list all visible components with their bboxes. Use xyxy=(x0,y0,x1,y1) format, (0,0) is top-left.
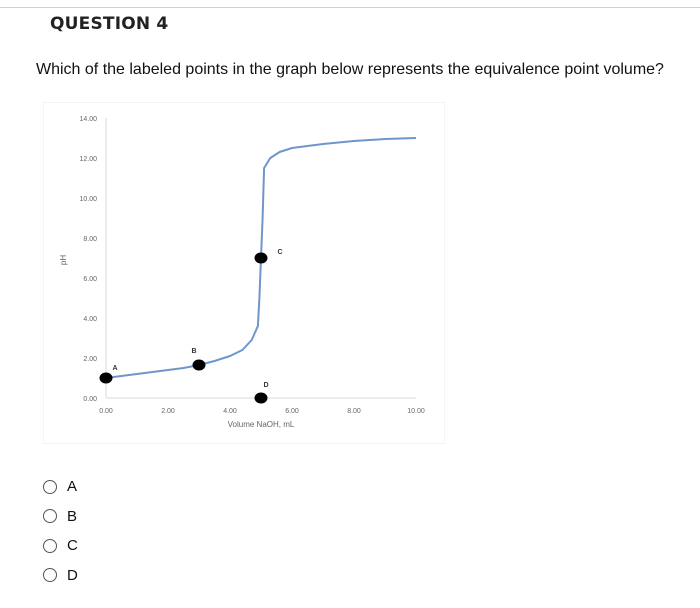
titration-curve xyxy=(105,137,417,379)
option-a[interactable]: A xyxy=(43,472,78,502)
y-tick-label: 10.00 xyxy=(79,196,97,203)
y-tick-label: 6.00 xyxy=(83,276,97,283)
point-d-label: D xyxy=(263,382,268,389)
point-b-label: B xyxy=(191,348,196,355)
x-tick-label: 2.00 xyxy=(161,408,175,415)
radio-button-d[interactable] xyxy=(43,568,57,583)
top-divider xyxy=(0,7,700,8)
point-c-label: C xyxy=(277,249,282,256)
point-d-marker xyxy=(254,392,268,404)
y-tick-label: 2.00 xyxy=(83,356,97,363)
radio-button-c[interactable] xyxy=(43,538,57,553)
option-b[interactable]: B xyxy=(43,502,78,532)
radio-button-a[interactable] xyxy=(43,479,57,494)
answer-options: A B C D xyxy=(43,472,78,590)
point-a-marker xyxy=(99,372,113,384)
y-axis-title: pH xyxy=(59,255,68,265)
radio-button-b[interactable] xyxy=(43,509,57,524)
x-tick-label: 8.00 xyxy=(347,408,361,415)
y-tick-label: 0.00 xyxy=(83,396,97,403)
option-b-label: B xyxy=(67,507,78,525)
option-d[interactable]: D xyxy=(43,561,78,591)
point-a-label: A xyxy=(112,365,117,372)
option-c-label: C xyxy=(67,537,78,555)
option-a-label: A xyxy=(67,478,78,496)
x-tick-label: 0.00 xyxy=(99,408,113,415)
y-tick-label: 14.00 xyxy=(79,116,97,123)
x-tick-label: 4.00 xyxy=(223,408,237,415)
y-tick-label: 4.00 xyxy=(83,316,97,323)
chart-svg: 0.00 2.00 4.00 6.00 8.00 10.00 12.00 14.00 0.00 2… xyxy=(59,116,425,429)
question-text: Which of the labeled points in the graph… xyxy=(36,61,664,78)
question-header: QUESTION 4 xyxy=(50,14,169,34)
x-axis-title: Volume NaOH, mL xyxy=(228,420,295,429)
x-tick-label: 10.00 xyxy=(407,408,425,415)
x-tick-label: 6.00 xyxy=(285,408,299,415)
point-c-marker xyxy=(254,252,268,264)
option-d-label: D xyxy=(67,566,78,584)
option-c[interactable]: C xyxy=(43,531,78,561)
titration-graph: 0.00 2.00 4.00 6.00 8.00 10.00 12.00 14.00 0.00 2… xyxy=(44,103,444,443)
y-tick-label: 12.00 xyxy=(79,156,97,163)
point-b-marker xyxy=(192,359,206,371)
y-tick-label: 8.00 xyxy=(83,236,97,243)
